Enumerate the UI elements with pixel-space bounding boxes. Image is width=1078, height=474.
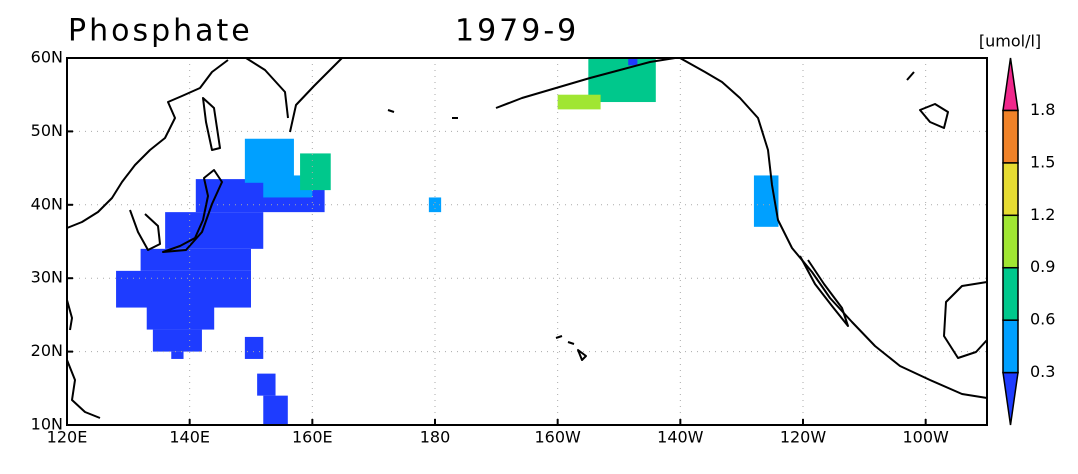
data-cell — [171, 351, 184, 359]
x-tick-label: 140W — [657, 428, 704, 447]
colorbar-label: 0.9 — [1030, 257, 1055, 276]
x-tick-label: 180 — [420, 428, 451, 447]
colorbar-segment — [1002, 109, 1019, 164]
x-tick-label: 160E — [292, 428, 333, 447]
colorbar-segment — [1002, 266, 1019, 321]
y-tick-label: 40N — [31, 194, 63, 213]
y-tick-label: 10N — [31, 415, 63, 434]
colorbar-low — [1002, 371, 1019, 426]
x-tick-label: 140E — [169, 428, 210, 447]
x-tick-label: 100W — [902, 428, 949, 447]
colorbar-label: 0.6 — [1030, 310, 1055, 329]
y-tick-label: 50N — [31, 121, 63, 140]
data-cell — [263, 175, 313, 198]
colorbar-segment — [1002, 162, 1019, 217]
colorbar-high — [1002, 57, 1019, 112]
x-tick-label: 160W — [534, 428, 581, 447]
data-cell — [244, 336, 264, 359]
colorbar-segment — [1002, 319, 1019, 374]
y-tick-label: 20N — [31, 341, 63, 360]
data-cell — [263, 395, 288, 425]
colorbar-label: 1.2 — [1030, 205, 1055, 224]
colorbar-label: 1.5 — [1030, 152, 1055, 171]
data-cell — [140, 248, 251, 271]
colorbar-label: 0.3 — [1030, 362, 1055, 381]
x-tick-label: 120W — [780, 428, 827, 447]
y-tick-label: 60N — [31, 48, 63, 67]
units: [umol/l] — [979, 32, 1041, 51]
data-cell — [428, 197, 442, 213]
data-cell — [146, 300, 215, 330]
data-cell — [165, 212, 264, 249]
map-frame — [66, 57, 988, 426]
data-cell — [257, 373, 276, 396]
date: 1979-9 — [455, 14, 579, 49]
data-cell — [557, 94, 601, 110]
data-cell — [628, 58, 638, 66]
title: Phosphate — [68, 14, 253, 49]
colorbar-label: 1.8 — [1030, 100, 1055, 119]
x-tick-label: 120E — [47, 428, 88, 447]
colorbar-segment — [1002, 214, 1019, 269]
y-tick-label: 30N — [31, 268, 63, 287]
coastlines — [66, 57, 988, 419]
data-cell — [152, 329, 202, 352]
data-cell — [300, 153, 331, 191]
